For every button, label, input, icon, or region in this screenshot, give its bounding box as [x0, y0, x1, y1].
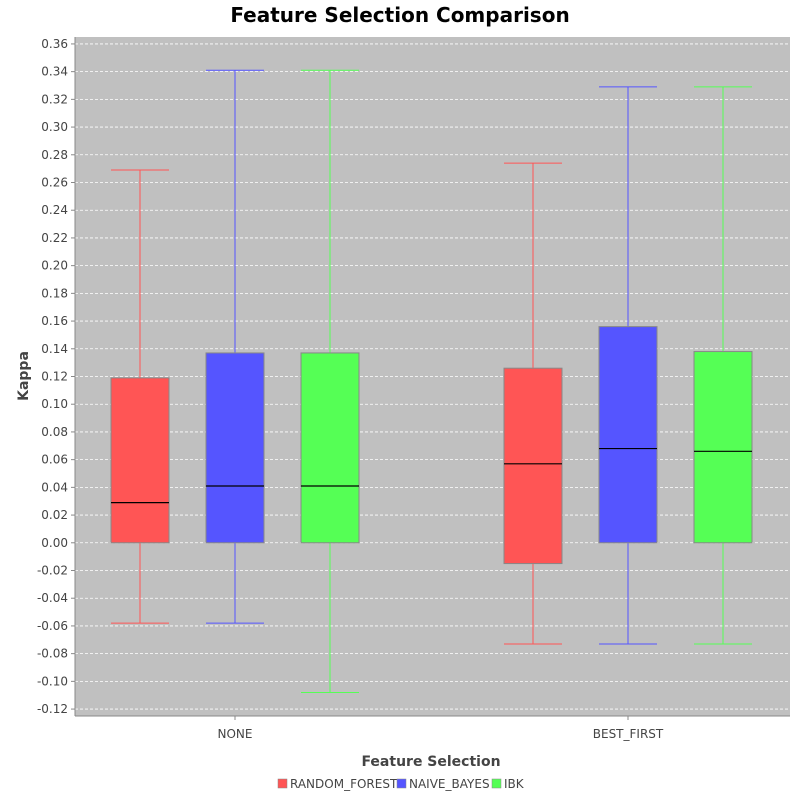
y-tick-label: 0.16 — [41, 314, 68, 328]
grid-lines — [75, 43, 790, 710]
box-ibk-none — [300, 69, 360, 693]
legend-swatch — [491, 778, 502, 789]
box-random-forest-best-first — [503, 162, 563, 645]
y-tick-label: 0.22 — [41, 231, 68, 245]
y-tick-label: 0.36 — [41, 37, 68, 51]
y-tick-label: 0.26 — [41, 176, 68, 190]
legend-label: NAIVE_BAYES — [409, 777, 490, 791]
y-tick-label: 0.34 — [41, 65, 68, 79]
x-category-label: NONE — [218, 727, 253, 741]
legend-label: RANDOM_FOREST — [290, 777, 398, 791]
y-tick-label: 0.32 — [41, 92, 68, 106]
box-plots — [110, 69, 753, 693]
y-tick-label: 0.28 — [41, 148, 68, 162]
y-tick-label: 0.20 — [41, 259, 68, 273]
y-tick-label: -0.08 — [37, 647, 68, 661]
legend-label: IBK — [504, 777, 525, 791]
y-tick-label: 0.14 — [41, 342, 68, 356]
y-tick-label: -0.12 — [37, 702, 68, 716]
legend-swatch — [396, 778, 407, 789]
y-tick-label: 0.18 — [41, 286, 68, 300]
x-category-label: BEST_FIRST — [593, 727, 664, 741]
y-tick-label: -0.06 — [37, 619, 68, 633]
y-axis-title: Kappa — [16, 351, 32, 401]
x-axis-title: Feature Selection — [361, 754, 500, 770]
box-random-forest-none — [110, 169, 170, 624]
iqr-box — [598, 326, 658, 544]
box-ibk-best-first — [693, 86, 753, 645]
box-naive-bayes-best-first — [598, 86, 658, 645]
y-tick-label: -0.02 — [37, 564, 68, 578]
iqr-box — [300, 352, 360, 544]
iqr-box — [693, 351, 753, 544]
iqr-box — [205, 352, 265, 544]
y-tick-label: 0.10 — [41, 397, 68, 411]
chart-title: Feature Selection Comparison — [230, 3, 569, 27]
y-tick-label: 0.06 — [41, 453, 68, 467]
y-tick-label: -0.10 — [37, 674, 68, 688]
y-tick-label: 0.24 — [41, 203, 68, 217]
box-naive-bayes-none — [205, 69, 265, 624]
y-tick-label: 0.00 — [41, 536, 68, 550]
y-tick-label: 0.04 — [41, 480, 68, 494]
y-tick-label: 0.30 — [41, 120, 68, 134]
y-tick-label: -0.04 — [37, 591, 68, 605]
y-axis: -0.12 -0.10 -0.08 -0.06 -0.04 -0.02 0.00 0.02 0.… — [37, 37, 76, 716]
y-tick-label: 0.08 — [41, 425, 68, 439]
iqr-box — [503, 367, 563, 565]
iqr-box — [110, 377, 170, 544]
y-tick-label: 0.12 — [41, 370, 68, 384]
legend-swatch — [277, 778, 288, 789]
y-tick-label: 0.02 — [41, 508, 68, 522]
x-axis: NONE BEST_FIRST — [75, 715, 790, 741]
legend: RANDOM_FOREST NAIVE_BAYES IBK — [277, 777, 525, 791]
